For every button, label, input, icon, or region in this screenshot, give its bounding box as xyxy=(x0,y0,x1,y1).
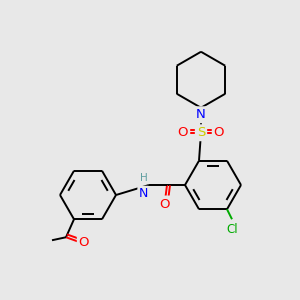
Text: H: H xyxy=(140,173,148,183)
Text: O: O xyxy=(214,126,224,139)
Text: N: N xyxy=(196,108,206,121)
Text: O: O xyxy=(160,197,170,211)
Text: S: S xyxy=(197,126,205,139)
Text: Cl: Cl xyxy=(226,223,238,236)
Text: O: O xyxy=(79,236,89,249)
Text: O: O xyxy=(178,126,188,139)
Text: N: N xyxy=(139,187,148,200)
